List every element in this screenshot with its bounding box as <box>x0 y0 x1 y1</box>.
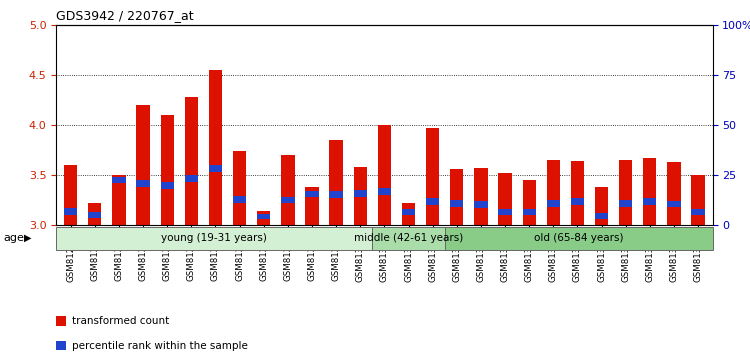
Bar <box>329 140 343 225</box>
Bar <box>184 175 198 182</box>
Bar <box>209 165 222 172</box>
Bar <box>498 173 512 225</box>
Bar <box>257 211 271 225</box>
Bar <box>523 180 536 225</box>
Bar <box>571 198 584 205</box>
Text: old (65-84 years): old (65-84 years) <box>534 233 623 243</box>
Bar <box>112 175 125 225</box>
Bar <box>160 115 174 225</box>
Bar <box>372 227 446 250</box>
Text: age: age <box>4 233 25 243</box>
Bar <box>595 187 608 225</box>
Bar <box>112 177 125 183</box>
Bar <box>378 125 391 225</box>
Bar <box>56 227 372 250</box>
Bar <box>426 198 439 205</box>
Bar <box>644 158 656 225</box>
Bar <box>305 191 319 197</box>
Bar <box>88 203 101 225</box>
Text: percentile rank within the sample: percentile rank within the sample <box>72 341 248 350</box>
Bar <box>474 168 488 225</box>
Bar <box>571 161 584 225</box>
Bar <box>402 209 416 215</box>
Bar <box>644 198 656 205</box>
Text: transformed count: transformed count <box>72 316 170 326</box>
Bar <box>547 200 560 207</box>
Bar <box>136 180 150 187</box>
Bar <box>233 196 246 203</box>
Bar <box>329 191 343 198</box>
Bar <box>402 203 416 225</box>
Bar <box>523 209 536 215</box>
Bar <box>692 175 705 225</box>
Bar <box>64 165 77 225</box>
Bar <box>619 160 632 225</box>
Bar <box>233 151 246 225</box>
Bar <box>474 201 488 208</box>
Bar <box>450 169 464 225</box>
Bar <box>547 160 560 225</box>
Bar <box>136 105 150 225</box>
Bar <box>668 201 680 207</box>
Bar <box>595 213 608 219</box>
Bar <box>209 70 222 225</box>
Text: GDS3942 / 220767_at: GDS3942 / 220767_at <box>56 9 194 22</box>
Text: young (19-31 years): young (19-31 years) <box>161 233 267 243</box>
Bar <box>184 97 198 225</box>
Bar <box>353 167 367 225</box>
Bar <box>446 227 712 250</box>
Text: ▶: ▶ <box>24 233 32 243</box>
Bar <box>450 200 464 207</box>
Bar <box>281 155 295 225</box>
Bar <box>353 190 367 197</box>
Bar <box>281 197 295 203</box>
Bar <box>64 208 77 215</box>
Bar <box>88 212 101 218</box>
Bar <box>498 209 512 215</box>
Text: middle (42-61 years): middle (42-61 years) <box>354 233 464 243</box>
Bar <box>692 209 705 215</box>
Bar <box>305 187 319 225</box>
Bar <box>257 214 271 219</box>
Bar <box>160 182 174 189</box>
Bar <box>668 162 680 225</box>
Bar <box>619 200 632 207</box>
Bar <box>426 128 439 225</box>
Bar <box>378 188 391 195</box>
